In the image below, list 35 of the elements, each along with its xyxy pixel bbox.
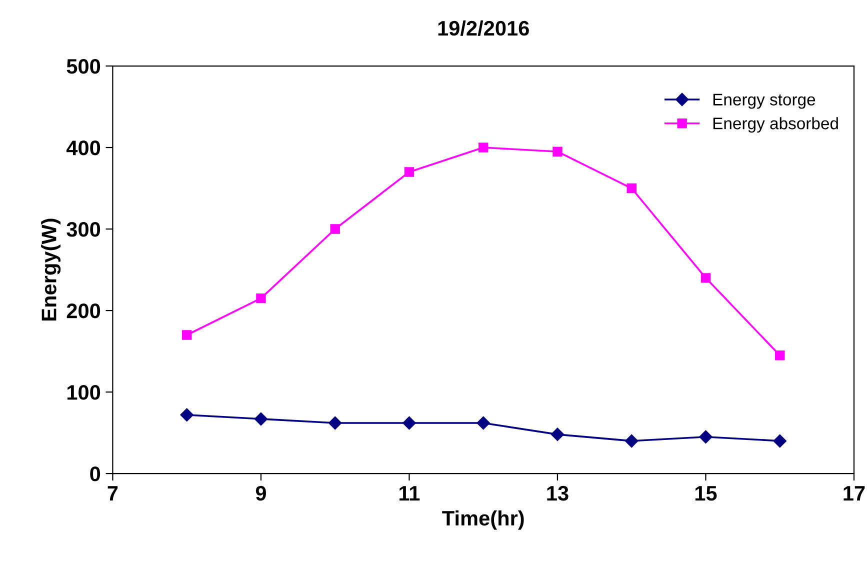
- legend-label: Energy absorbed: [713, 117, 838, 133]
- y-axis-title: Energy(W): [41, 218, 61, 320]
- point: [476, 416, 490, 430]
- x-axis-title: Time(hr): [442, 510, 524, 530]
- y-tick-label: 500: [66, 59, 100, 74]
- y-tick-label: 100: [67, 385, 100, 400]
- y-tick-label: 300: [66, 222, 100, 237]
- y-tick-label: 0: [90, 466, 100, 482]
- point: [254, 412, 268, 426]
- y-tick-label: 400: [66, 140, 100, 156]
- y-tick-label: 200: [66, 304, 100, 318]
- point: [626, 183, 636, 194]
- point: [328, 416, 342, 430]
- point: [773, 434, 786, 448]
- legend-label: Energy storge: [713, 94, 816, 109]
- point: [550, 428, 564, 442]
- point: [180, 408, 194, 422]
- point: [478, 142, 488, 152]
- point: [625, 434, 638, 448]
- x-tick-label: 7: [108, 486, 118, 500]
- point: [552, 146, 562, 156]
- point: [775, 350, 785, 360]
- x-tick-label: 15: [695, 486, 717, 501]
- point: [402, 416, 416, 430]
- chart-title: 19/2/2016: [438, 20, 529, 36]
- x-tick-label: 9: [256, 486, 266, 501]
- x-tick-label: 17: [844, 486, 865, 500]
- x-tick-label: 13: [547, 486, 568, 501]
- point: [182, 330, 192, 340]
- point: [330, 224, 340, 234]
- point: [700, 273, 711, 283]
- point: [256, 293, 266, 304]
- point: [404, 167, 414, 177]
- point: [699, 430, 712, 444]
- x-tick-label: 11: [400, 486, 420, 500]
